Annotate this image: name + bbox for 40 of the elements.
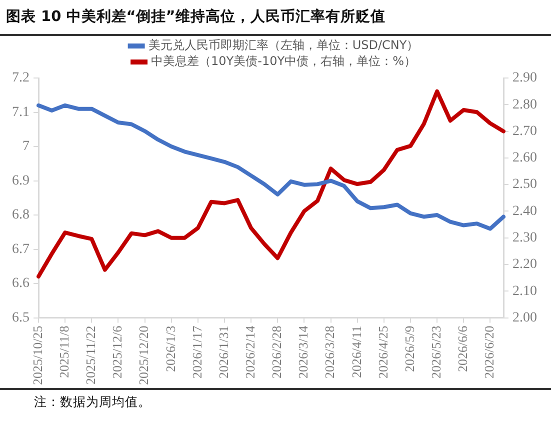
x-tick-label: 2026/4/11 [348, 326, 364, 378]
x-tick-label: 2025/11/22 [83, 326, 98, 385]
y-tick-label: 6.6 [12, 276, 30, 292]
y2-tick-label: 2.10 [512, 284, 537, 299]
y2-tick-label: 2.00 [512, 310, 537, 326]
y-tick-label: 6.7 [12, 242, 30, 257]
y2-tick-label: 2.30 [512, 230, 537, 246]
y-tick-label: 7.2 [12, 70, 30, 86]
legend-label: 中美息差（10Y美债-10Y中债，右轴，单位：%） [151, 54, 416, 68]
y-tick-label: 6.8 [12, 208, 30, 223]
y2-tick-label: 2.80 [512, 97, 537, 112]
x-tick-label: 2026/6/6 [455, 325, 470, 372]
x-tick-label: 2026/5/9 [402, 326, 417, 372]
text: 注：数据为周均值。 [0, 388, 551, 411]
x-tick-label: 2026/2/28 [269, 326, 284, 379]
x-tick-label: 2025/12/20 [136, 326, 152, 386]
legend-label: 美元兑人民币即期汇率（左轴，单位：USD/CNY） [148, 38, 419, 52]
x-tick-label: 2026/6/20 [482, 326, 497, 379]
chart-title: 图表 10 中美利差“倒挂”维持高位，人民币汇率有所贬值 [0, 0, 551, 36]
x-tick-label: 2026/3/14 [296, 325, 311, 379]
y2-tick-label: 2.20 [512, 257, 537, 272]
x-tick-label: 2026/2/14 [242, 325, 258, 379]
x-tick-label: 2026/3/28 [322, 326, 338, 379]
x-tick-label: 2025/12/6 [110, 325, 125, 379]
y-tick-label: 6.5 [12, 310, 30, 326]
x-tick-label: 2025/11/8 [56, 326, 72, 378]
y-tick-label: 6.9 [12, 173, 30, 188]
x-tick-label: 2026/1/3 [162, 326, 178, 372]
x-tick-label: 2026/1/31 [216, 326, 231, 379]
y-tick-label: 7.1 [12, 104, 30, 120]
y2-tick-label: 2.90 [512, 70, 537, 86]
y2-tick-label: 2.60 [512, 150, 537, 166]
y2-tick-label: 2.70 [512, 124, 537, 139]
y2-tick-label: 2.40 [512, 204, 537, 219]
y-tick-label: 7 [22, 139, 30, 154]
x-tick-label: 2026/4/25 [375, 326, 390, 379]
x-tick-label: 2025/10/25 [30, 326, 45, 386]
y2-tick-label: 2.50 [512, 177, 537, 192]
x-tick-label: 2026/1/17 [189, 325, 204, 379]
x-tick-label: 2026/5/23 [428, 326, 444, 379]
